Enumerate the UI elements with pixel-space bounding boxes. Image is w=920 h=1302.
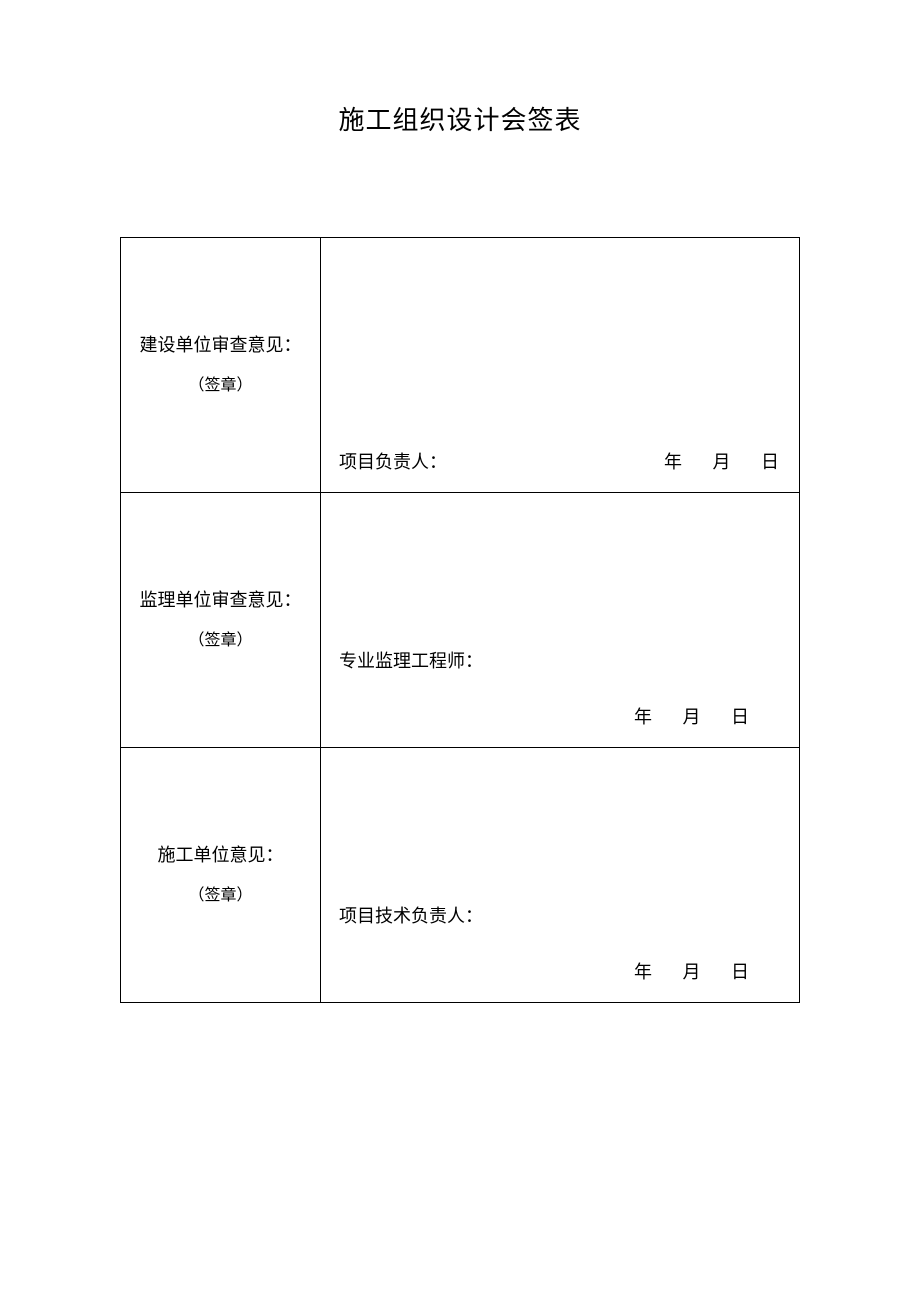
- row2-signer-label: 专业监理工程师：: [339, 647, 781, 673]
- row1-month: 月: [713, 448, 733, 474]
- row2-sublabel: （签章）: [131, 622, 310, 660]
- row1-signer-label: 项目负责人：: [339, 448, 447, 474]
- row3-label-cell: 施工单位意见： （签章）: [121, 748, 321, 1003]
- row3-year: 年: [634, 958, 654, 984]
- page-title: 施工组织设计会签表: [120, 100, 800, 137]
- row2-day: 日: [731, 703, 751, 729]
- row2-month: 月: [683, 703, 703, 729]
- row3-sublabel: （签章）: [131, 877, 310, 915]
- row1-year: 年: [664, 448, 684, 474]
- row1-label-cell: 建设单位审查意见： （签章）: [121, 238, 321, 493]
- row3-month: 月: [683, 958, 703, 984]
- row2-year: 年: [634, 703, 654, 729]
- table-row: 施工单位意见： （签章） 项目技术负责人： 年 月 日: [121, 748, 800, 1003]
- row3-day: 日: [731, 958, 751, 984]
- row1-day: 日: [761, 448, 781, 474]
- row1-signer-line: 项目负责人： 年 月 日: [339, 448, 781, 474]
- row3-date: 年 月 日: [339, 958, 781, 984]
- row2-date: 年 月 日: [339, 703, 781, 729]
- row2-label-cell: 监理单位审查意见： （签章）: [121, 493, 321, 748]
- row3-label: 施工单位意见：: [131, 834, 310, 877]
- row3-sign-cell: 项目技术负责人： 年 月 日: [321, 748, 800, 1003]
- table-row: 建设单位审查意见： （签章） 项目负责人： 年 月 日: [121, 238, 800, 493]
- row1-date: 年 月 日: [642, 448, 781, 474]
- row3-signer-label: 项目技术负责人：: [339, 902, 781, 928]
- table-row: 监理单位审查意见： （签章） 专业监理工程师： 年 月 日: [121, 493, 800, 748]
- row1-sign-cell: 项目负责人： 年 月 日: [321, 238, 800, 493]
- signoff-table: 建设单位审查意见： （签章） 项目负责人： 年 月 日 监理单位审查意见： （签…: [120, 237, 800, 1003]
- row2-label: 监理单位审查意见：: [131, 579, 310, 622]
- row1-sublabel: （签章）: [131, 367, 310, 405]
- row1-label: 建设单位审查意见：: [131, 324, 310, 367]
- row2-sign-cell: 专业监理工程师： 年 月 日: [321, 493, 800, 748]
